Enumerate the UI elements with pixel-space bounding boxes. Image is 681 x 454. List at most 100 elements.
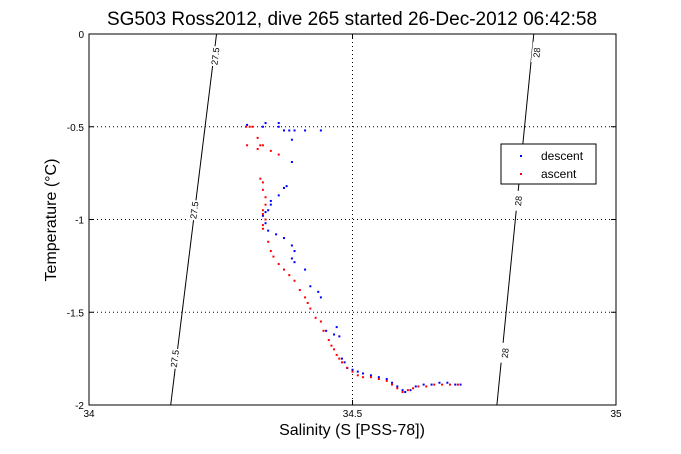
plot-area <box>89 34 616 405</box>
contour-label-background <box>209 45 222 67</box>
ascent-point <box>441 383 444 386</box>
descent-point <box>401 389 404 392</box>
descent-point <box>288 129 291 132</box>
ascent-point <box>298 288 301 291</box>
descent-point <box>246 123 249 126</box>
y-tick-label: -0.5 <box>67 123 85 134</box>
descent-point <box>282 129 285 132</box>
descent-point <box>356 370 359 373</box>
ascent-point <box>248 125 251 128</box>
descent-point <box>293 129 296 132</box>
contour-label: 28 <box>531 47 542 58</box>
ascent-point <box>314 316 317 319</box>
descent-point <box>264 122 267 125</box>
descent-point <box>325 329 328 332</box>
contour-label-background <box>499 342 512 364</box>
contour-label-background <box>512 190 525 212</box>
legend-box <box>500 143 597 185</box>
ascent-point <box>433 383 436 386</box>
y-tick-label: -2 <box>75 401 84 412</box>
x-tick-label: 34 <box>83 409 95 420</box>
descent-point <box>290 138 293 141</box>
descent-point <box>267 229 270 232</box>
descent-point <box>319 296 322 299</box>
ascent-point <box>267 240 270 243</box>
axis-ticks: 34 34.5 35 0 -0.5 -1 -1.5 -2 <box>67 30 622 420</box>
descent-point <box>317 290 320 293</box>
ascent-point <box>261 144 264 147</box>
descent-point <box>277 194 280 197</box>
ascent-point <box>264 196 267 199</box>
y-tick-label: 0 <box>78 30 84 41</box>
ascent-point <box>246 144 249 147</box>
x-tick-label: 35 <box>610 409 622 420</box>
chart-title: SG503 Ross2012, dive 265 started 26-Dec-… <box>107 9 597 30</box>
descent-point <box>459 383 462 386</box>
descent-point <box>446 381 449 384</box>
ascent-point <box>396 387 399 390</box>
ascent-point <box>362 376 365 379</box>
ascent-point <box>261 224 264 227</box>
ascent-point <box>293 279 296 282</box>
descent-point <box>362 372 365 375</box>
ascent-point <box>245 125 248 128</box>
ascent-point <box>288 274 291 277</box>
ascent-point <box>456 383 459 386</box>
ascent-point <box>377 378 380 381</box>
descent-point <box>369 374 372 377</box>
ascent-point <box>322 329 325 332</box>
descent-point <box>282 186 285 189</box>
density-contours: 27.5 27.5 27.5 28 28 28 <box>168 33 543 406</box>
descent-point <box>333 333 336 336</box>
descent-point <box>309 285 312 288</box>
descent-point <box>290 257 293 260</box>
descent-point <box>269 203 272 206</box>
ascent-point <box>385 379 388 382</box>
ascent-point <box>356 374 359 377</box>
descent-point <box>290 244 293 247</box>
ascent-point <box>259 144 262 147</box>
descent-point <box>267 209 270 212</box>
contour-label: 27.5 <box>188 201 200 220</box>
ascent-point <box>269 250 272 253</box>
ascent-point <box>340 361 343 364</box>
contour-label: 27.5 <box>209 47 221 66</box>
ascent-point <box>369 376 372 379</box>
legend-marker-descent <box>520 155 522 157</box>
x-tick-label: 34.5 <box>343 409 363 420</box>
ascent-point <box>306 301 309 304</box>
legend-marker-ascent <box>520 173 522 175</box>
descent-point <box>391 381 394 384</box>
y-tick-label: -1.5 <box>67 308 85 319</box>
ascent-point <box>304 296 307 299</box>
ascent-point <box>264 218 267 221</box>
ascent-point <box>256 148 259 151</box>
descent-point <box>409 389 412 392</box>
ascent-point <box>327 339 330 342</box>
ascent-point <box>264 203 267 206</box>
data-series <box>245 122 462 394</box>
ascent-point <box>417 385 420 388</box>
x-axis-title: Salinity (S [PSS-78]) <box>279 422 425 439</box>
descent-point <box>282 237 285 240</box>
descent-point <box>351 368 354 371</box>
contour-label-background <box>530 42 543 63</box>
legend: descent ascent <box>500 143 597 185</box>
descent-point <box>338 335 341 338</box>
ascent-point <box>277 263 280 266</box>
ascent-point <box>272 255 275 258</box>
descent-point <box>277 122 280 125</box>
descent-point <box>304 268 307 271</box>
descent-point <box>438 381 441 384</box>
ascent-point <box>309 307 312 310</box>
legend-label-descent: descent <box>541 149 584 163</box>
series-descent <box>246 122 462 394</box>
ascent-point <box>406 389 409 392</box>
contour-label-background <box>168 348 182 370</box>
series-ascent <box>245 125 459 394</box>
descent-point <box>430 383 433 386</box>
contour-label: 28 <box>500 348 511 359</box>
descent-point <box>340 357 343 360</box>
ascent-point <box>333 348 336 351</box>
ascent-point <box>261 188 264 191</box>
